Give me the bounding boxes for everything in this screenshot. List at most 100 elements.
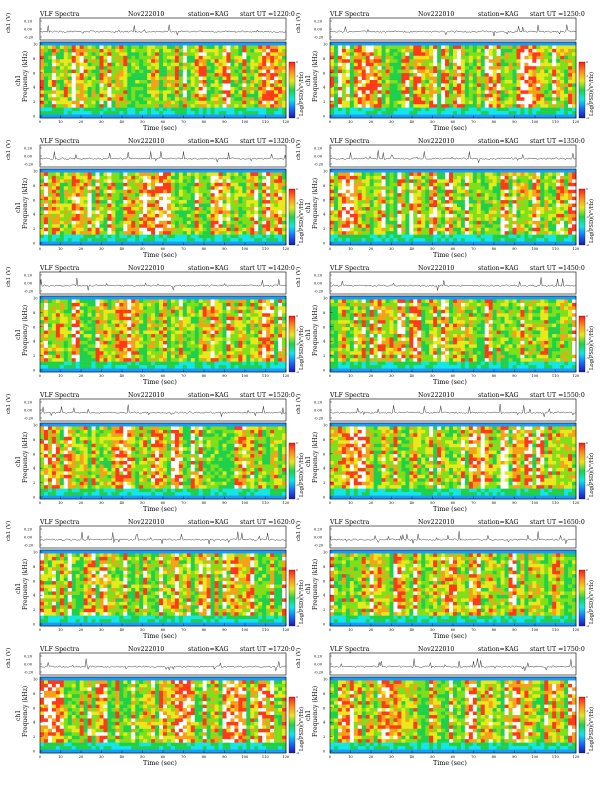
spectrogram-cell (163, 193, 167, 197)
spectrogram-cell (147, 207, 151, 211)
spectrogram-cell (230, 179, 234, 183)
spectrogram-cell (226, 197, 230, 201)
spectrogram-cell (437, 70, 441, 74)
spectrogram-cell (405, 238, 409, 242)
trace-frame (40, 18, 286, 40)
spectrogram-cell (374, 214, 378, 218)
spectrogram-cell (509, 49, 513, 53)
spectrogram-cell (203, 108, 207, 112)
spectrogram-cell (211, 179, 215, 183)
spectrogram-cell (338, 183, 342, 187)
spectrogram-cell (187, 87, 191, 91)
spectrogram-cell (60, 83, 64, 87)
spectrogram-cell (445, 73, 449, 77)
spectrogram-cell (338, 197, 342, 201)
spectrogram-cell (449, 190, 453, 194)
spectrogram-cell (425, 56, 429, 60)
spectrogram-cell (425, 186, 429, 190)
spectrogram-cell (143, 70, 147, 74)
spectrogram-cell (358, 49, 362, 53)
spectrogram-cell (96, 94, 100, 98)
spectrogram-cell (44, 59, 48, 63)
spectrogram-cell (68, 63, 72, 67)
spectrogram-cell (100, 190, 104, 194)
spectrogram-cell (556, 101, 560, 105)
spectrogram-cell (127, 45, 131, 49)
spectrogram-cell (358, 66, 362, 70)
spectrogram-cell (64, 42, 68, 46)
spectrogram-cell (147, 172, 151, 176)
spectrogram-cell (342, 97, 346, 101)
spectrogram-cell (346, 83, 350, 87)
spectrogram-cell (80, 169, 84, 173)
spectrogram-cell (234, 45, 238, 49)
spectrogram-cell (513, 87, 517, 91)
spectrogram-cell (437, 87, 441, 91)
freq-tick-label: 0 (33, 115, 36, 119)
spectrogram-cell (417, 200, 421, 204)
spectrogram-cell (393, 104, 397, 108)
spectrogram-cell (350, 66, 354, 70)
spectrogram-cell (417, 214, 421, 218)
spectrogram-cell (338, 42, 342, 46)
spectrogram-cell (560, 77, 564, 81)
spectrogram-cell (485, 111, 489, 115)
spectrogram-cell (350, 238, 354, 242)
spectrogram-cell (230, 70, 234, 74)
spectrogram-cell (405, 169, 409, 173)
spectrogram-cell (123, 183, 127, 187)
spectrogram-cell (520, 45, 524, 49)
spectrogram-cell (234, 80, 238, 84)
spectrogram-cell (230, 190, 234, 194)
spectrogram-cell (532, 59, 536, 63)
spectrogram-cell (48, 190, 52, 194)
spectrogram-cell (437, 169, 441, 173)
spectrogram-cell (513, 111, 517, 115)
spectrogram-cell (346, 63, 350, 67)
spectrogram-cell (258, 80, 262, 84)
spectrogram-cell (564, 49, 568, 53)
spectrogram-cell (393, 77, 397, 81)
spectrogram-cell (354, 207, 358, 211)
spectrogram-cell (405, 207, 409, 211)
spectrogram-cell (238, 63, 242, 67)
spectrogram-cell (199, 80, 203, 84)
spectrogram-cell (540, 70, 544, 74)
spectrogram-cell (370, 207, 374, 211)
spectrogram-cell (378, 172, 382, 176)
spectrogram-cell (469, 87, 473, 91)
spectrogram-cell (262, 49, 266, 53)
spectrogram-cell (143, 80, 147, 84)
panel-title: VLF Spectra (39, 11, 80, 18)
spectrogram-cell (187, 172, 191, 176)
spectrogram-cell (425, 235, 429, 239)
spectrogram-cell (175, 94, 179, 98)
spectrogram-cell (429, 197, 433, 201)
spectrogram-cell (425, 200, 429, 204)
spectrogram-cell (230, 66, 234, 70)
spectrogram-cell (524, 66, 528, 70)
spectrogram-cell (92, 66, 96, 70)
spectrogram-cell (270, 214, 274, 218)
spectrogram-cell (382, 179, 386, 183)
spectrogram-cell (250, 193, 254, 197)
spectrogram-cell (358, 83, 362, 87)
spectrogram-cell (195, 59, 199, 63)
spectrogram-cell (354, 97, 358, 101)
spectrogram-cell (477, 111, 481, 115)
spectrogram-cell (211, 94, 215, 98)
spectrogram-cell (382, 59, 386, 63)
spectrogram-cell (354, 49, 358, 53)
spectrogram-cell (56, 235, 60, 239)
spectrogram-cell (64, 224, 68, 228)
spectrogram-cell (501, 59, 505, 63)
spectrogram-cell (560, 73, 564, 77)
spectrogram-cell (183, 97, 187, 101)
spectrogram-cell (342, 104, 346, 108)
spectrogram-cell (513, 80, 517, 84)
spectrogram-cell (111, 210, 115, 214)
spectrogram-cell (505, 111, 509, 115)
spectrogram-cell (242, 214, 246, 218)
spectrogram-cell (441, 94, 445, 98)
spectrogram-cell (425, 197, 429, 201)
